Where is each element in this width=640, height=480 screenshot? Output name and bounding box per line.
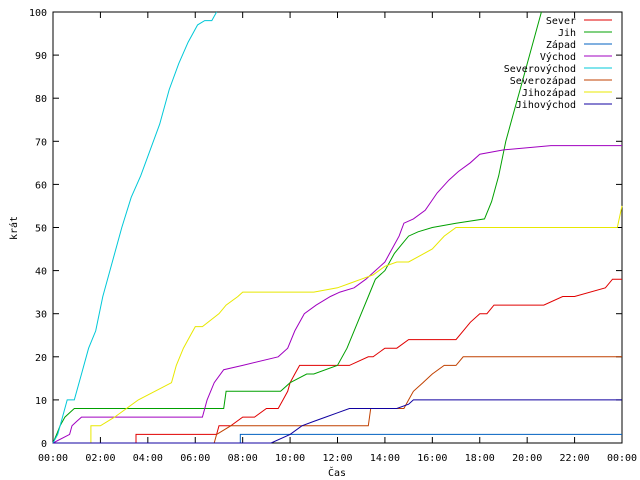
series-line-4 xyxy=(52,145,622,444)
series-layer xyxy=(52,11,623,444)
x-tick-label: 00:00 xyxy=(38,453,68,464)
y-tick-label: 30 xyxy=(35,310,47,321)
series-line-8 xyxy=(53,399,622,444)
x-tick-label: 06:00 xyxy=(180,453,210,464)
x-tick-label: 10:00 xyxy=(275,453,305,464)
y-tick-label: 100 xyxy=(29,8,47,19)
x-axis-label: Čas xyxy=(328,466,346,479)
y-tick-label: 20 xyxy=(35,353,47,364)
x-tick-label: 16:00 xyxy=(417,453,447,464)
legend-label: Severovýchod xyxy=(504,63,576,75)
x-tick-label: 14:00 xyxy=(370,453,400,464)
series-line-1 xyxy=(53,278,622,444)
y-tick-label: 40 xyxy=(35,267,47,278)
y-tick-label: 80 xyxy=(35,94,47,105)
series-line-2 xyxy=(52,11,542,444)
legend-label: Východ xyxy=(540,51,576,63)
y-tick-label: 70 xyxy=(35,137,47,148)
series-line-7 xyxy=(53,205,623,444)
x-tick-label: 20:00 xyxy=(512,453,542,464)
legend-label: Sever xyxy=(546,16,576,27)
series-line-6 xyxy=(53,356,622,444)
x-tick-label: 08:00 xyxy=(228,453,258,464)
y-tick-label: 0 xyxy=(41,439,47,450)
x-tick-label: 04:00 xyxy=(133,453,163,464)
x-tick-label: 02:00 xyxy=(85,453,115,464)
legend-label: Západ xyxy=(546,39,576,51)
y-tick-label: 10 xyxy=(35,396,47,407)
x-tick-label: 00:00 xyxy=(607,453,637,464)
legend-label: Jih xyxy=(558,28,576,39)
x-tick-label: 22:00 xyxy=(560,453,590,464)
y-axis-label: krát xyxy=(8,216,20,240)
x-tick-label: 18:00 xyxy=(465,453,495,464)
y-tick-label: 60 xyxy=(35,180,47,191)
x-axis: 00:00 02:00 04:00 06:00 08:00 10:00 12:00 14:00… xyxy=(38,12,637,464)
legend-label: Severozápad xyxy=(510,75,576,87)
x-tick-label: 12:00 xyxy=(322,453,352,464)
legend-label: Jihozápad xyxy=(522,87,576,99)
series-line-5 xyxy=(52,11,218,444)
legend: SeverJihZápadVýchodSeverovýchodSeverozáp… xyxy=(504,16,612,111)
legend-label: Jihovýchod xyxy=(516,99,576,111)
y-tick-label: 50 xyxy=(35,224,47,235)
y-tick-label: 90 xyxy=(35,51,47,62)
